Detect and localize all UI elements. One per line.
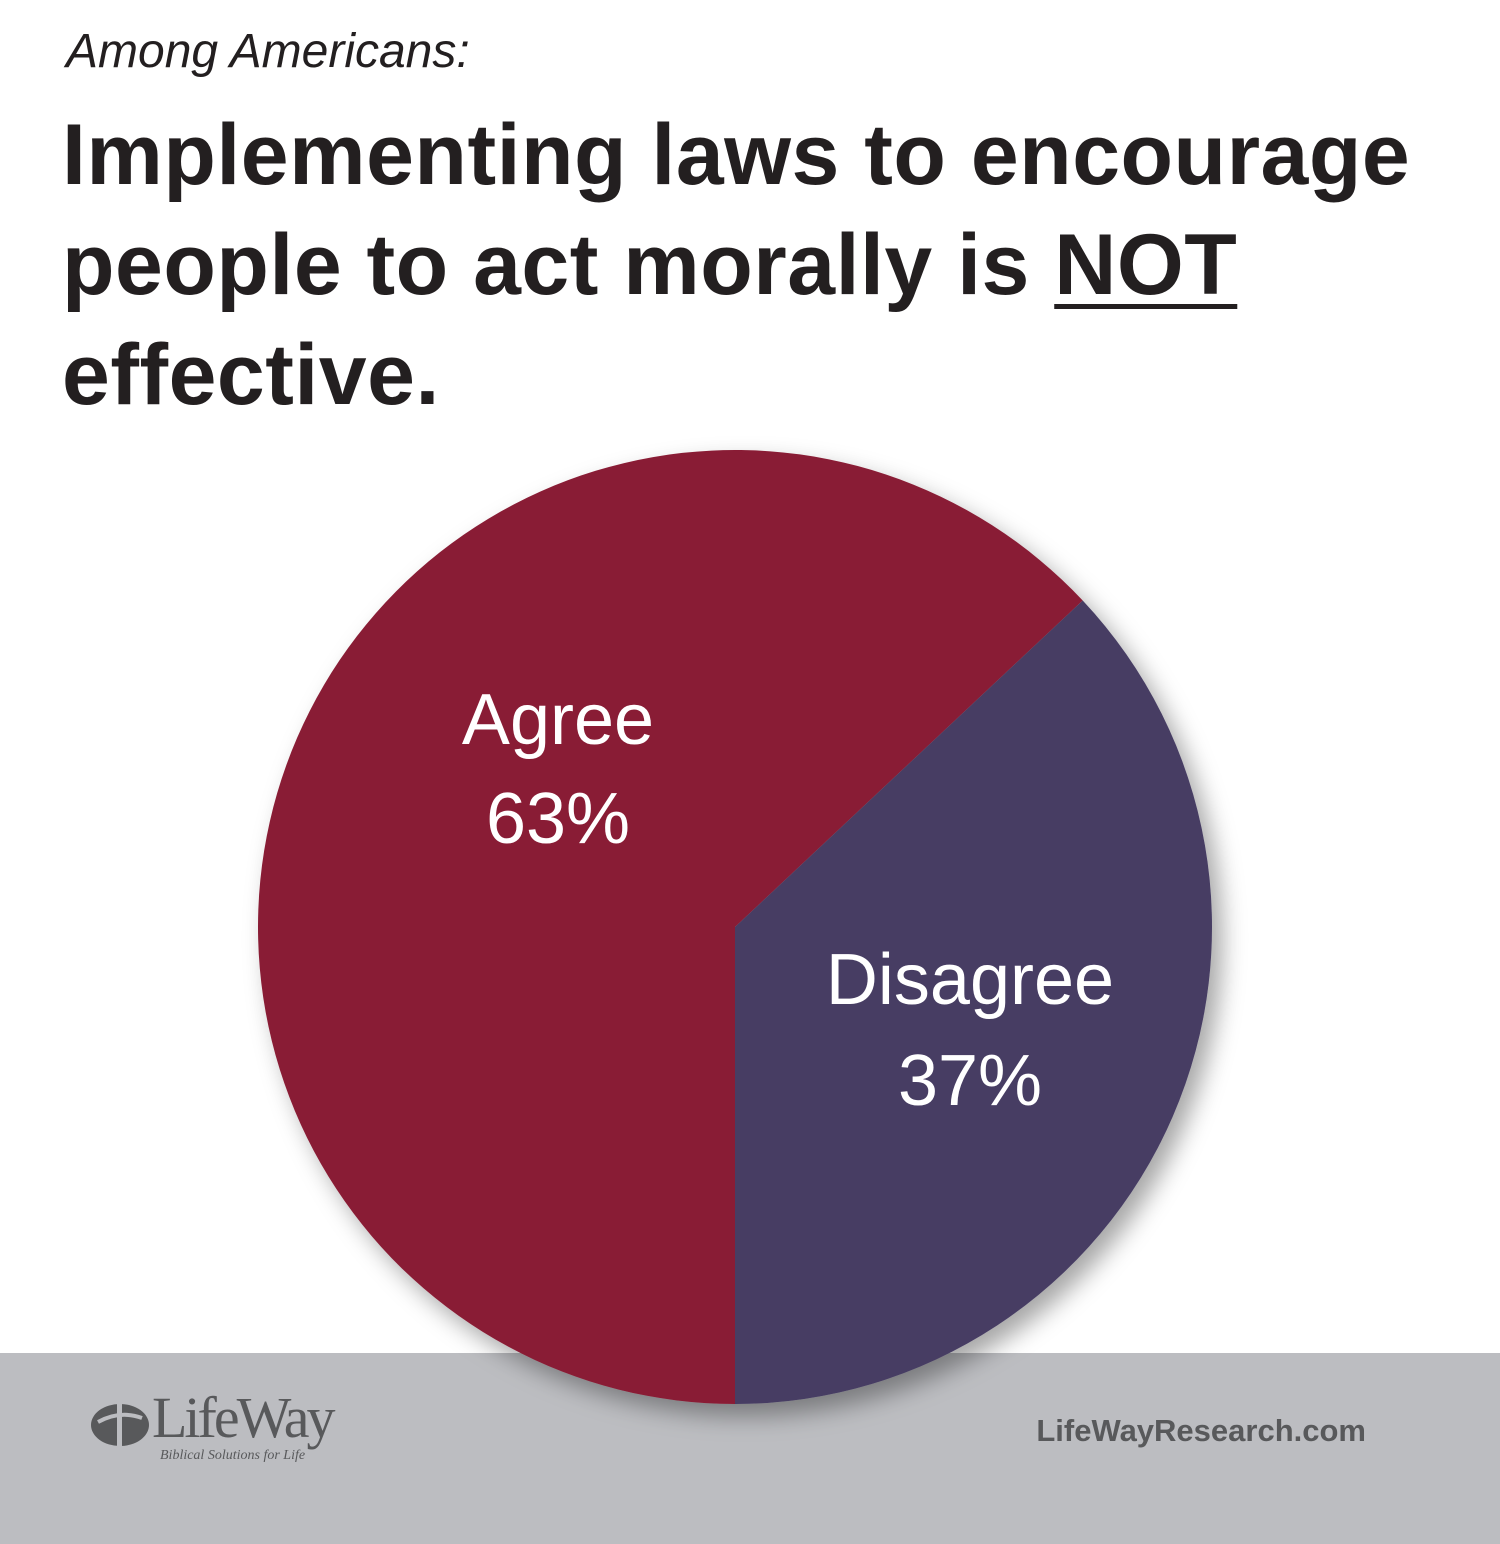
- subtitle: Among Americans:: [66, 25, 470, 78]
- slice-label-agree: Agree: [462, 680, 654, 760]
- page-title: Implementing laws to encourage people to…: [62, 100, 1482, 430]
- pie-slice-disagree: [735, 600, 1212, 1404]
- pie-slice-agree: [257, 449, 1083, 1404]
- logo-text: LifeWay: [152, 1385, 335, 1450]
- logo-tagline: Biblical Solutions for Life: [160, 1448, 306, 1463]
- slice-value-agree: 63%: [486, 779, 630, 859]
- title-emphasis: NOT: [1054, 217, 1238, 313]
- website-url[interactable]: LifeWayResearch.com: [1036, 1413, 1366, 1448]
- slice-value-disagree: 37%: [898, 1041, 1042, 1121]
- title-post: effective.: [62, 327, 440, 423]
- logo-emblem-icon: [91, 1404, 149, 1446]
- title-pre: Implementing laws to encourage people to…: [62, 107, 1411, 313]
- slice-label-disagree: Disagree: [826, 940, 1114, 1020]
